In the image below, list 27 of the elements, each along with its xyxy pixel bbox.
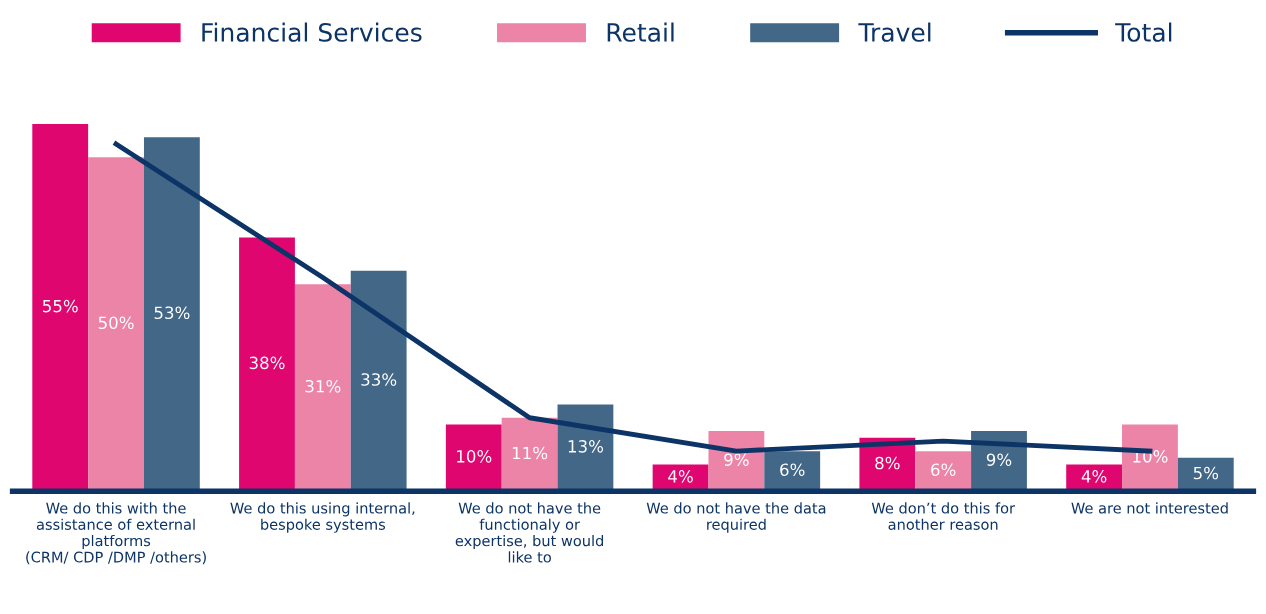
data-label: 33%: [361, 373, 397, 386]
data-label: 4%: [1081, 470, 1107, 483]
data-label: 13%: [568, 440, 604, 453]
data-label: 31%: [305, 379, 341, 393]
x-tick-label: We are not interested: [1071, 502, 1228, 514]
x-tick-label: We don’t do this for another reason: [871, 502, 1016, 530]
data-label: 6%: [931, 463, 956, 476]
data-label: 50%: [98, 316, 134, 330]
data-label: 11%: [512, 446, 548, 460]
legend-label: Travel: [858, 22, 931, 42]
data-label: 9%: [986, 453, 1012, 466]
legend-label: Total: [1115, 22, 1172, 42]
x-tick-label: We do not have the functionaly or expertise, but would like to: [455, 502, 603, 563]
data-label: 8%: [875, 456, 900, 470]
x-tick-label: We do not have the data required: [646, 502, 826, 533]
data-label: 6%: [780, 463, 805, 476]
data-label: 4%: [668, 470, 693, 483]
data-label: 5%: [1193, 466, 1219, 480]
x-tick-label: We do this with the assistance of external platforms (CRM/ CDP /DMP /others): [26, 502, 206, 565]
data-label: 9%: [724, 453, 749, 466]
data-label: 53%: [154, 306, 190, 320]
legend-label: Financial Services: [202, 22, 422, 42]
data-label: 55%: [42, 299, 78, 313]
x-tick-label: We do this using internal, bespoke systems: [230, 502, 415, 533]
data-label: 38%: [249, 356, 285, 370]
data-label: 10%: [457, 450, 492, 463]
legend-label: Retail: [607, 22, 674, 42]
